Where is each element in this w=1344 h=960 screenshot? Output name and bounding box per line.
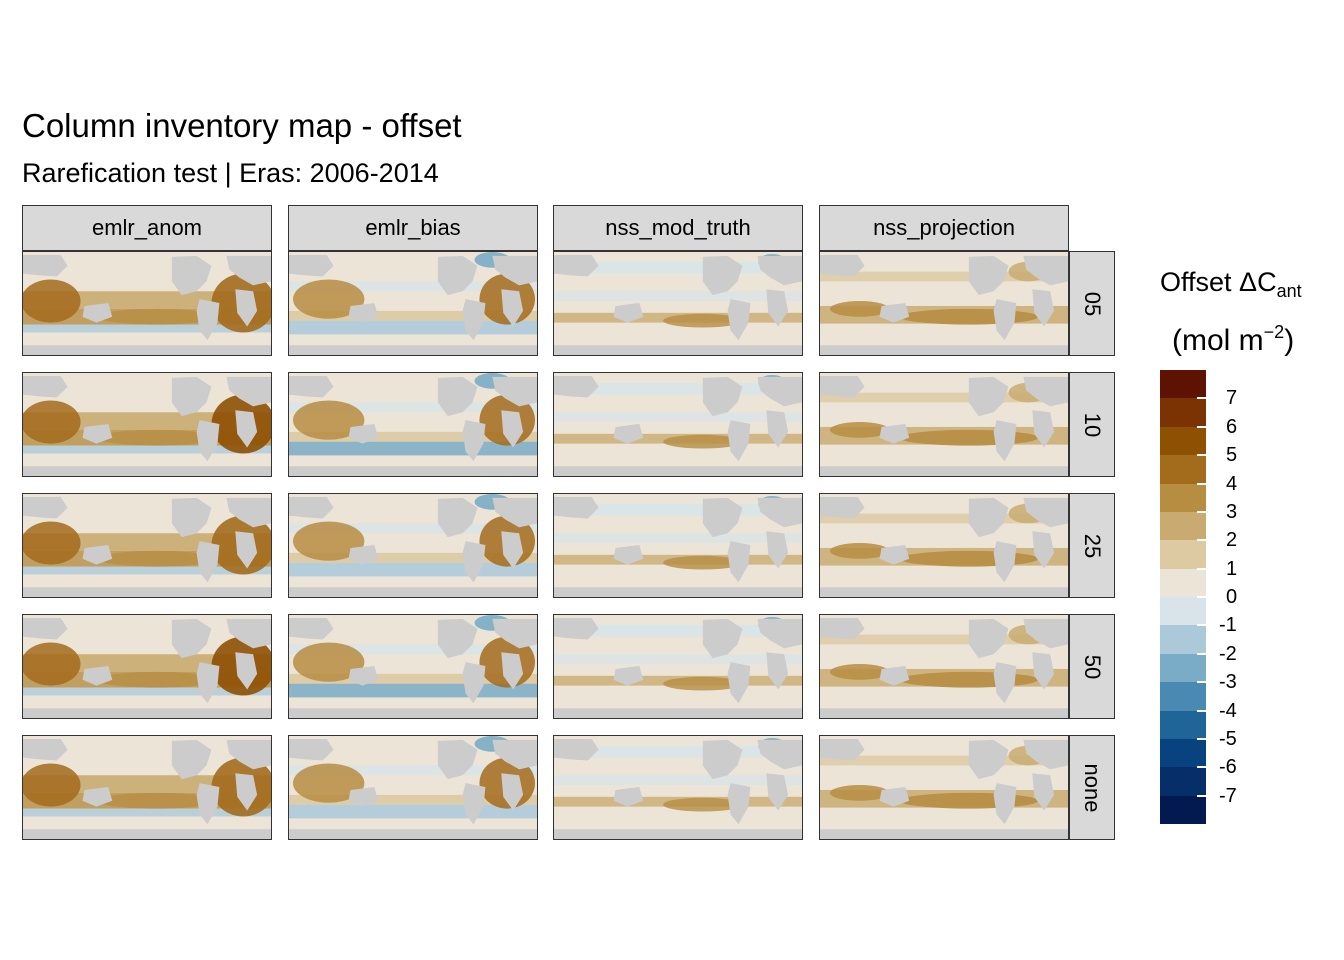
- map-panel-nss_mod_truth-50: [553, 614, 803, 719]
- legend-label: -5: [1219, 727, 1237, 750]
- facet-strip-emlr_bias: emlr_bias: [288, 205, 538, 251]
- map-panel-nss_mod_truth-25: [553, 493, 803, 598]
- facet-strip-row-05: 05: [1069, 251, 1115, 356]
- map-panel-emlr_anom-none: [22, 735, 272, 840]
- legend-label: -7: [1219, 784, 1237, 807]
- legend-tick: [1197, 709, 1206, 712]
- facet-strip-emlr_anom: emlr_anom: [22, 205, 272, 251]
- map-panel-emlr_bias-none: [288, 735, 538, 840]
- legend-swatch: [1160, 625, 1206, 654]
- legend-tick: [1197, 567, 1206, 570]
- legend-swatch: [1160, 568, 1206, 597]
- legend-swatch: [1160, 398, 1206, 427]
- legend-swatch: [1160, 426, 1206, 456]
- facet-strip-row-50: 50: [1069, 614, 1115, 719]
- legend-tick: [1197, 482, 1206, 485]
- facet-strip-row-label: 25: [1080, 533, 1105, 558]
- map-panel-emlr_bias-50: [288, 614, 538, 719]
- legend-tick: [1197, 454, 1206, 457]
- facet-strip-row-label: 05: [1080, 291, 1105, 316]
- legend-tick: [1197, 681, 1206, 684]
- legend-swatch: [1160, 653, 1206, 683]
- facet-strip-nss_mod_truth: nss_mod_truth: [553, 205, 803, 251]
- legend-label: 0: [1226, 586, 1238, 608]
- facet-strip-row-10: 10: [1069, 372, 1115, 477]
- legend-tick: [1197, 624, 1206, 627]
- legend-swatch: [1160, 540, 1206, 569]
- legend-swatch: [1160, 511, 1206, 541]
- legend-label: -6: [1219, 756, 1237, 779]
- legend-tick: [1197, 425, 1206, 428]
- legend-label: 5: [1226, 444, 1238, 467]
- map-panel-emlr_anom-25: [22, 493, 272, 598]
- legend-tick: [1197, 766, 1206, 769]
- map-panel-nss_projection-10: [819, 372, 1069, 477]
- map-panel-nss_mod_truth-05: [553, 251, 803, 356]
- legend-tick: [1197, 539, 1206, 542]
- legend-colorbar: [1160, 370, 1206, 824]
- legend-label: -3: [1219, 671, 1237, 694]
- legend-label: 6: [1226, 415, 1238, 438]
- legend-label: -4: [1219, 699, 1237, 722]
- legend-swatch: [1160, 710, 1206, 739]
- legend-label: 3: [1226, 500, 1238, 523]
- legend-label: -2: [1219, 642, 1237, 665]
- legend-tick: [1197, 794, 1206, 797]
- map-panel-emlr_bias-10: [288, 372, 538, 477]
- legend-tick: [1197, 510, 1206, 513]
- legend-title: Offset ΔCant: [1160, 267, 1302, 301]
- map-panel-emlr_bias-25: [288, 493, 538, 598]
- legend-label: -1: [1219, 614, 1237, 637]
- legend-swatch: [1160, 738, 1206, 768]
- map-panel-nss_mod_truth-10: [553, 372, 803, 477]
- facet-strip-nss_projection: nss_projection: [819, 205, 1069, 251]
- legend-swatch: [1160, 370, 1206, 399]
- legend-swatch: [1160, 455, 1206, 484]
- legend-swatch: [1160, 767, 1206, 796]
- map-panel-nss_projection-05: [819, 251, 1069, 356]
- legend-unit: (mol m−2): [1172, 322, 1295, 357]
- map-panel-emlr_bias-05: [288, 251, 538, 356]
- legend-tick: [1197, 737, 1206, 740]
- legend-tick: [1197, 596, 1206, 598]
- facet-strip-row-label: 10: [1080, 412, 1105, 437]
- facet-strip-row-label: none: [1080, 763, 1105, 812]
- legend-tick: [1197, 652, 1206, 655]
- map-panel-emlr_anom-50: [22, 614, 272, 719]
- facet-strip-row-none: none: [1069, 735, 1115, 840]
- legend-label: 2: [1226, 529, 1238, 552]
- legend-swatch: [1160, 597, 1206, 626]
- plot-title: Column inventory map - offset: [22, 107, 462, 144]
- facet-strip-row-label: 50: [1080, 654, 1105, 679]
- legend-label: 1: [1226, 557, 1238, 580]
- legend-label: 4: [1226, 472, 1238, 495]
- legend-label: 7: [1226, 387, 1238, 410]
- facet-strip-row-25: 25: [1069, 493, 1115, 598]
- legend-swatch: [1160, 483, 1206, 512]
- legend-swatch: [1160, 795, 1206, 824]
- map-panel-nss_projection-50: [819, 614, 1069, 719]
- map-panel-nss_projection-25: [819, 493, 1069, 598]
- plot-subtitle: Rarefication test | Eras: 2006-2014: [22, 158, 439, 188]
- map-panel-nss_projection-none: [819, 735, 1069, 840]
- legend-tick: [1197, 397, 1206, 400]
- map-panel-emlr_anom-05: [22, 251, 272, 356]
- map-panel-emlr_anom-10: [22, 372, 272, 477]
- map-panel-nss_mod_truth-none: [553, 735, 803, 840]
- legend-swatch: [1160, 682, 1206, 711]
